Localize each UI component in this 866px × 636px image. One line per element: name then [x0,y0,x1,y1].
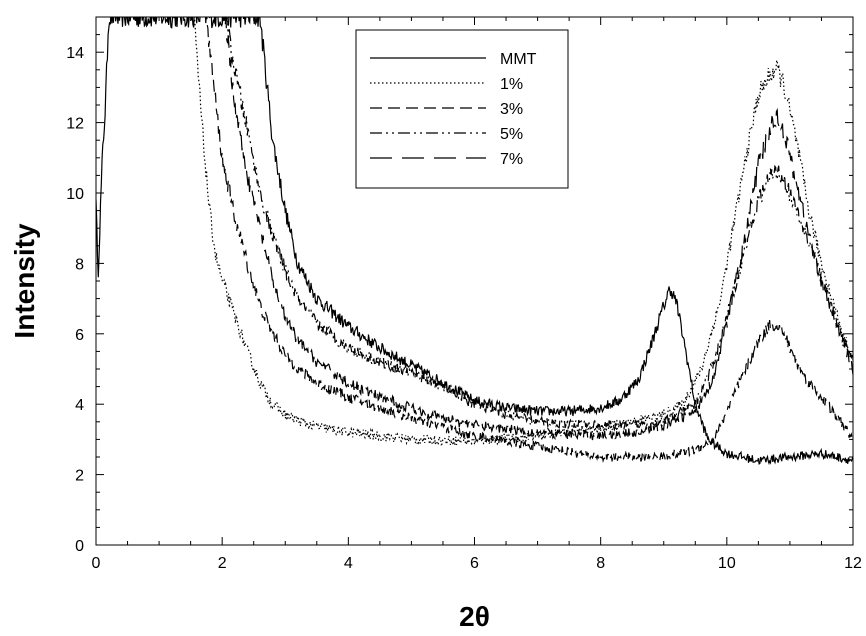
x-tick-label: 4 [344,555,353,572]
series-group [193,17,853,447]
y-tick-label: 10 [66,186,84,203]
series-line [224,17,853,433]
x-tick-label: 10 [718,555,736,572]
series-line [225,17,853,441]
x-tick-label: 12 [844,555,862,572]
legend-label: 5% [500,126,523,143]
series-group [224,17,853,433]
legend-label: MMT [500,51,537,68]
y-tick-label: 14 [66,45,84,62]
axes-layer: 0 2 4 6 8 10 12 0 2 4 6 8 10 12 14 [66,16,862,572]
series-line [206,17,853,464]
y-tick-label: 2 [75,468,84,485]
x-tick-label: 0 [92,555,101,572]
legend-label: 7% [500,151,523,168]
x-tick-label: 2 [218,555,227,572]
series-line [193,17,853,447]
x-axis-title: 2θ [459,601,490,632]
legend-box [355,29,569,189]
y-tick-label: 0 [75,538,84,555]
series-group [225,17,853,441]
y-tick-label: 12 [66,116,84,133]
y-tick-label: 6 [75,327,84,344]
legend: MMT 1% 3% 5% 7% [355,29,569,189]
legend-label: 3% [500,101,523,118]
x-tick-label: 6 [470,555,479,572]
y-tick-label: 4 [75,397,84,414]
x-tick-label: 8 [596,555,605,572]
legend-label: 1% [500,76,523,93]
series-layer [96,17,853,466]
y-tick-label: 8 [75,256,84,273]
y-axis-title: Intensity [9,223,40,339]
series-group [206,17,853,464]
